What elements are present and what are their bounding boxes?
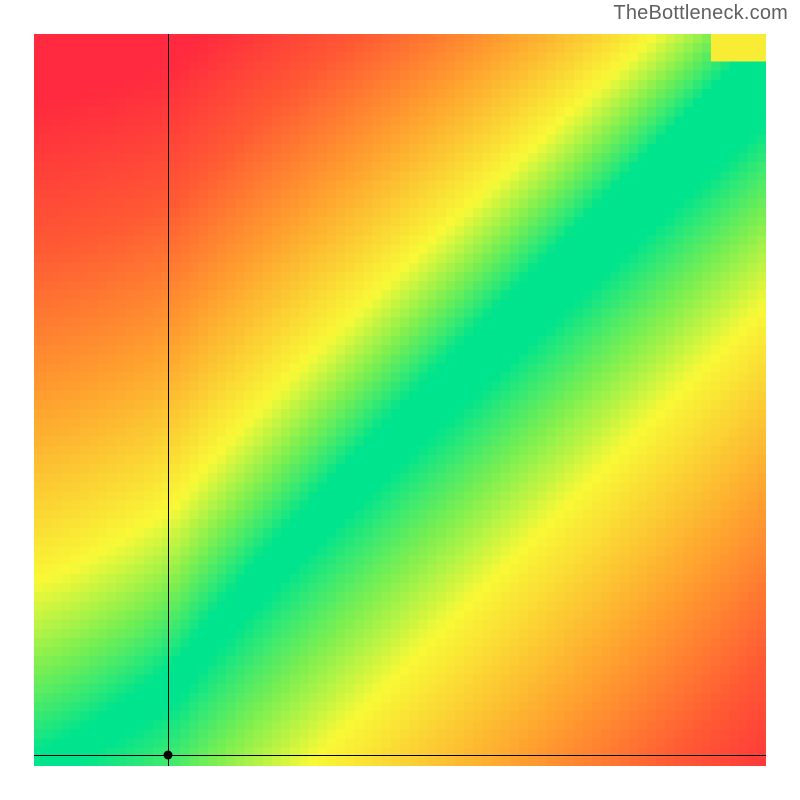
attribution-text: TheBottleneck.com (613, 2, 788, 25)
chart-container: TheBottleneck.com (0, 0, 800, 800)
plot-area (34, 34, 766, 766)
heatmap-canvas (34, 34, 766, 766)
crosshair-vertical (168, 34, 169, 766)
crosshair-point (163, 751, 172, 760)
crosshair-horizontal (34, 755, 766, 756)
